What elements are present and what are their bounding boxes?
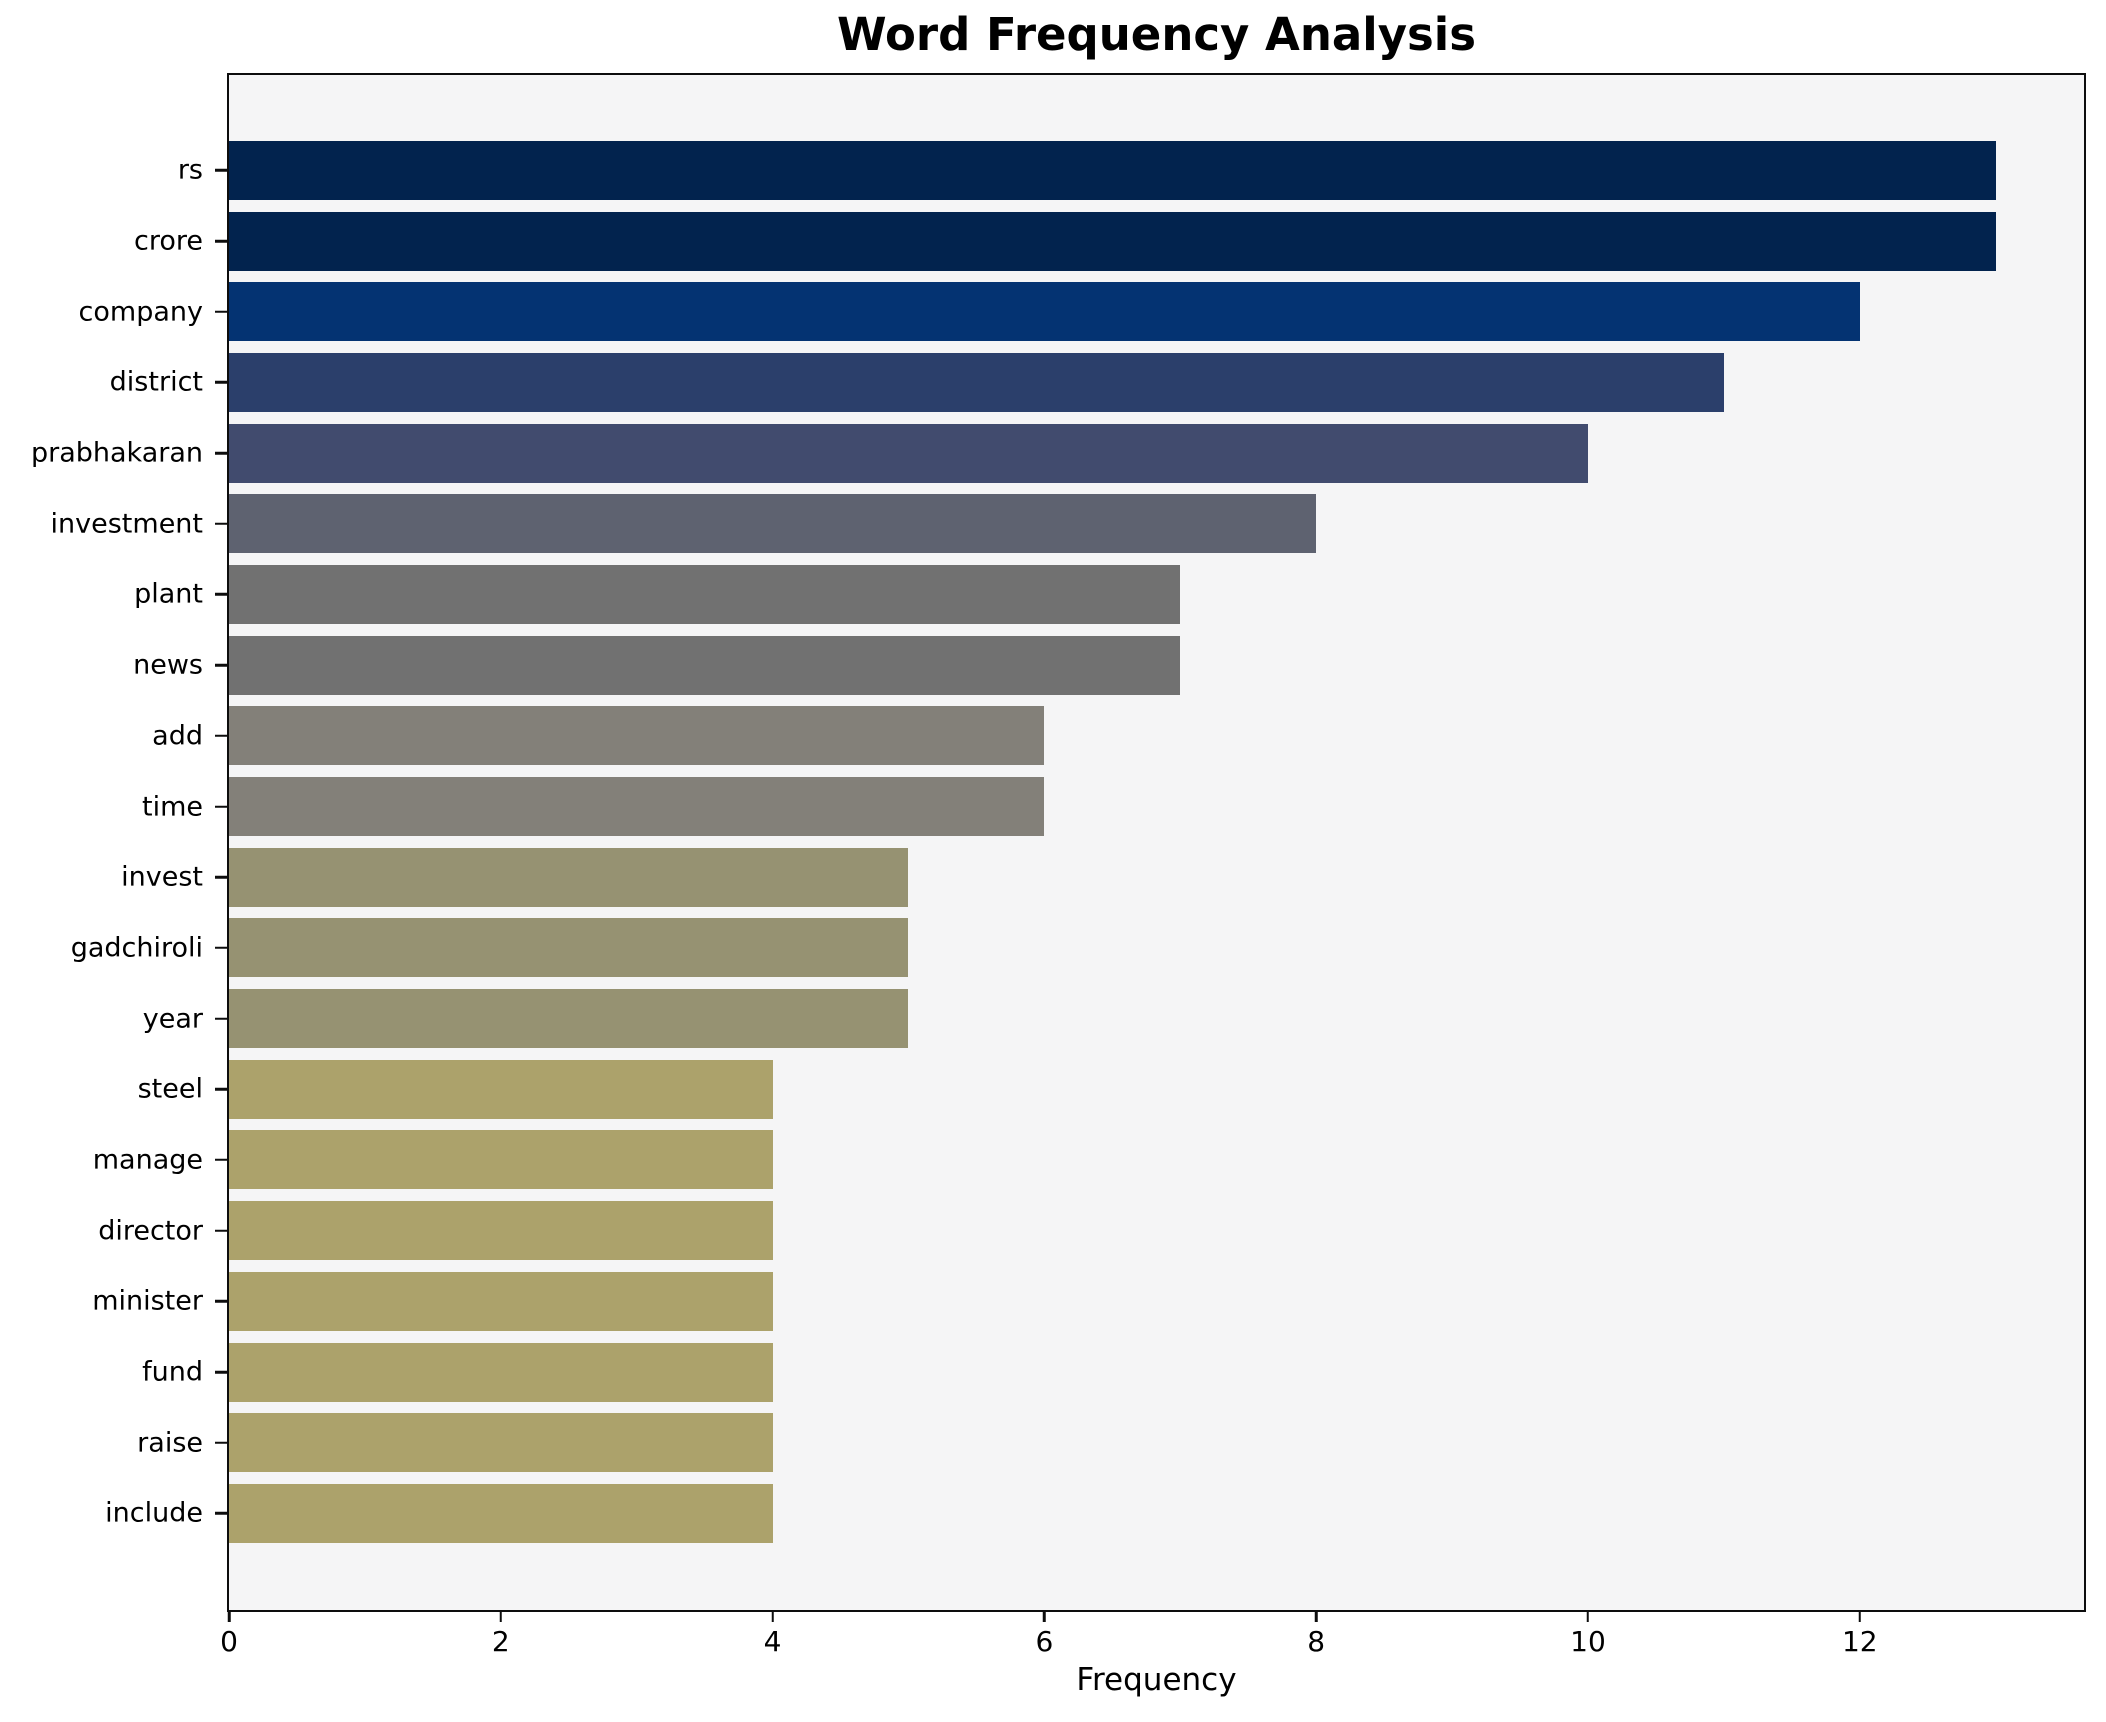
y-category-label: year bbox=[142, 1003, 203, 1035]
bar bbox=[229, 1413, 773, 1473]
y-tick-mark bbox=[214, 1158, 227, 1162]
y-tick-mark bbox=[214, 1229, 227, 1232]
bar-row: year bbox=[143, 983, 2084, 1054]
y-category-label: include bbox=[105, 1497, 203, 1529]
bar-row: manage bbox=[93, 1125, 2084, 1196]
plot-area: rs crore company district prabhakaran investm… bbox=[31, 73, 2086, 1656]
x-tick-label: 4 bbox=[763, 1625, 782, 1658]
x-tick-mark bbox=[227, 1610, 231, 1622]
y-tick-mark bbox=[214, 875, 227, 879]
y-category-label: invest bbox=[121, 861, 203, 893]
y-tick-mark bbox=[214, 1370, 227, 1374]
chart-title: Word Frequency Analysis bbox=[836, 8, 1477, 61]
y-category-label: prabhakaran bbox=[30, 437, 203, 469]
bar bbox=[229, 494, 1317, 554]
y-tick-mark bbox=[214, 946, 227, 950]
bar bbox=[229, 423, 1588, 483]
y-category-label: rs bbox=[177, 154, 203, 186]
bar-row: company bbox=[79, 276, 2084, 347]
bar bbox=[229, 706, 1045, 766]
bar-row: investment bbox=[51, 488, 2084, 559]
y-category-label: manage bbox=[92, 1144, 203, 1176]
y-tick-mark bbox=[214, 1512, 227, 1515]
bar-row: invest bbox=[121, 842, 2084, 913]
y-tick-mark bbox=[214, 734, 227, 738]
bars-container: rs crore company district prabhakaran investm… bbox=[31, 75, 2084, 1610]
y-tick-mark bbox=[214, 239, 227, 243]
bar bbox=[229, 352, 1724, 412]
bar-row: crore bbox=[134, 206, 2084, 277]
y-tick-mark bbox=[214, 663, 227, 667]
x-tick-mark bbox=[1586, 1610, 1590, 1622]
x-tick-mark bbox=[1043, 1610, 1046, 1622]
y-category-label: news bbox=[133, 649, 203, 681]
bar bbox=[229, 1130, 773, 1190]
y-tick-mark bbox=[214, 522, 227, 526]
x-tick-label: 6 bbox=[1035, 1625, 1054, 1658]
x-axis-label: Frequency bbox=[1076, 1662, 1237, 1698]
bar-row: time bbox=[142, 771, 2084, 842]
x-tick-label: 12 bbox=[1841, 1625, 1878, 1658]
x-tick-label: 8 bbox=[1307, 1625, 1326, 1658]
y-tick-mark bbox=[214, 381, 227, 384]
bar-row: gadchiroli bbox=[71, 913, 2084, 984]
y-tick-mark bbox=[214, 310, 227, 313]
bar-row: minister bbox=[92, 1266, 2084, 1337]
bar-row: raise bbox=[137, 1407, 2084, 1478]
bar bbox=[229, 282, 1860, 342]
y-tick-mark bbox=[214, 1300, 227, 1303]
x-tick-mark bbox=[1858, 1610, 1862, 1622]
bar-row: add bbox=[152, 701, 2084, 772]
y-category-label: investment bbox=[50, 508, 203, 540]
bar-row: news bbox=[133, 630, 2084, 701]
y-tick-mark bbox=[214, 805, 227, 808]
y-category-label: district bbox=[109, 366, 203, 398]
bar bbox=[229, 211, 1996, 271]
bar-row: include bbox=[105, 1478, 2084, 1549]
bar bbox=[229, 918, 909, 978]
y-tick-mark bbox=[214, 1441, 227, 1444]
bar bbox=[229, 989, 909, 1049]
bar bbox=[229, 140, 1996, 200]
y-category-label: time bbox=[141, 791, 203, 823]
bar bbox=[229, 1483, 773, 1543]
bar-row: plant bbox=[134, 559, 2084, 630]
bar-row: steel bbox=[138, 1054, 2084, 1125]
bar-row: prabhakaran bbox=[31, 418, 2084, 489]
bar bbox=[229, 1342, 773, 1402]
bar-row: fund bbox=[142, 1337, 2084, 1408]
x-tick-mark bbox=[499, 1610, 503, 1622]
x-tick-mark bbox=[771, 1610, 774, 1622]
bar bbox=[229, 777, 1045, 837]
y-category-label: add bbox=[152, 720, 203, 752]
bar-row: director bbox=[98, 1195, 2084, 1266]
bar-row: rs bbox=[178, 135, 2084, 206]
bar-row: district bbox=[110, 347, 2084, 418]
y-category-label: plant bbox=[134, 578, 203, 610]
x-tick-label: 10 bbox=[1570, 1625, 1606, 1658]
bar bbox=[229, 1201, 773, 1261]
y-category-label: gadchiroli bbox=[70, 932, 203, 964]
bar bbox=[229, 1271, 773, 1331]
bar bbox=[229, 635, 1181, 695]
y-category-label: fund bbox=[142, 1356, 203, 1388]
y-category-label: company bbox=[78, 296, 203, 328]
y-category-label: crore bbox=[134, 225, 203, 257]
y-category-label: minister bbox=[92, 1285, 203, 1317]
bar bbox=[229, 1059, 773, 1119]
y-tick-mark bbox=[214, 1088, 227, 1091]
y-tick-mark bbox=[214, 1017, 227, 1020]
x-tick-label: 2 bbox=[491, 1625, 510, 1658]
x-tick-label: 0 bbox=[220, 1625, 238, 1658]
y-tick-mark bbox=[214, 169, 227, 172]
bar bbox=[229, 847, 909, 907]
y-category-label: director bbox=[98, 1215, 203, 1247]
x-tick-mark bbox=[1314, 1610, 1318, 1622]
bar bbox=[229, 564, 1181, 624]
y-tick-mark bbox=[214, 593, 227, 596]
y-category-label: steel bbox=[137, 1073, 203, 1105]
y-tick-mark bbox=[214, 451, 227, 455]
y-category-label: raise bbox=[137, 1427, 203, 1459]
